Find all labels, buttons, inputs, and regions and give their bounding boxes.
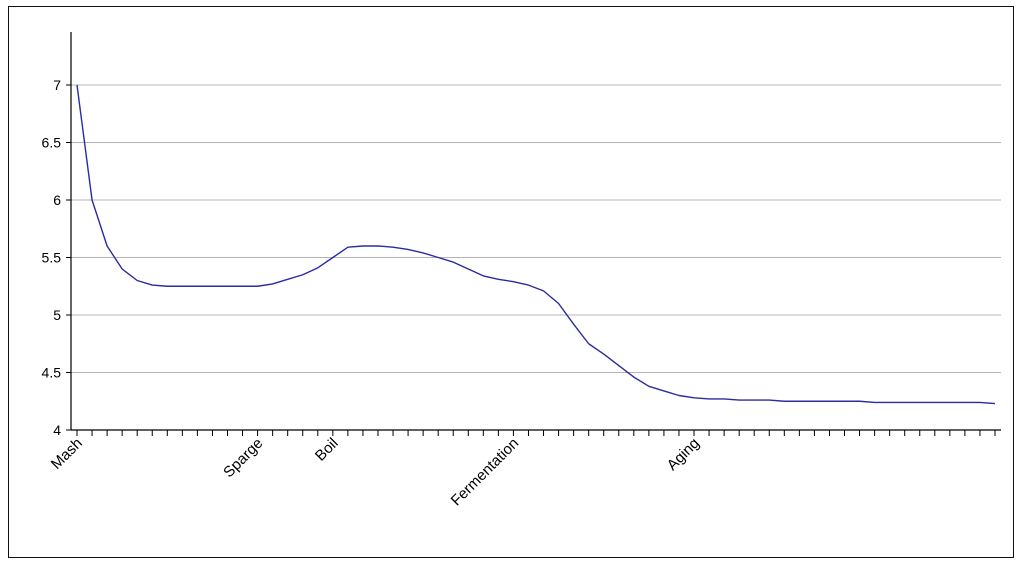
y-tick-labels: 7 6.5 6 5.5 5 4.5 4 [42,77,71,438]
y-tick-label: 6 [53,192,61,208]
y-tick-label: 6.5 [42,135,62,151]
y-tick-label: 4 [53,422,61,438]
y-tick-label: 4.5 [42,365,62,381]
x-tick-marks [76,430,996,436]
axes [70,32,1001,431]
gridlines [71,84,1001,373]
x-category-label: Boil [312,435,342,465]
series-line [76,84,996,405]
y-tick-label: 5.5 [42,250,62,266]
y-tick-label: 7 [53,77,61,93]
series-group [76,84,996,405]
y-tick-label: 5 [53,307,61,323]
x-category-label: Mash [48,435,86,473]
x-category-label: Fermentation [448,435,523,510]
x-category-label: Sparge [220,435,266,481]
x-category-label: Aging [664,435,703,474]
chart-frame [8,6,1014,558]
x-category-labels: Mash Sparge Boil Fermentation Aging [48,435,703,510]
